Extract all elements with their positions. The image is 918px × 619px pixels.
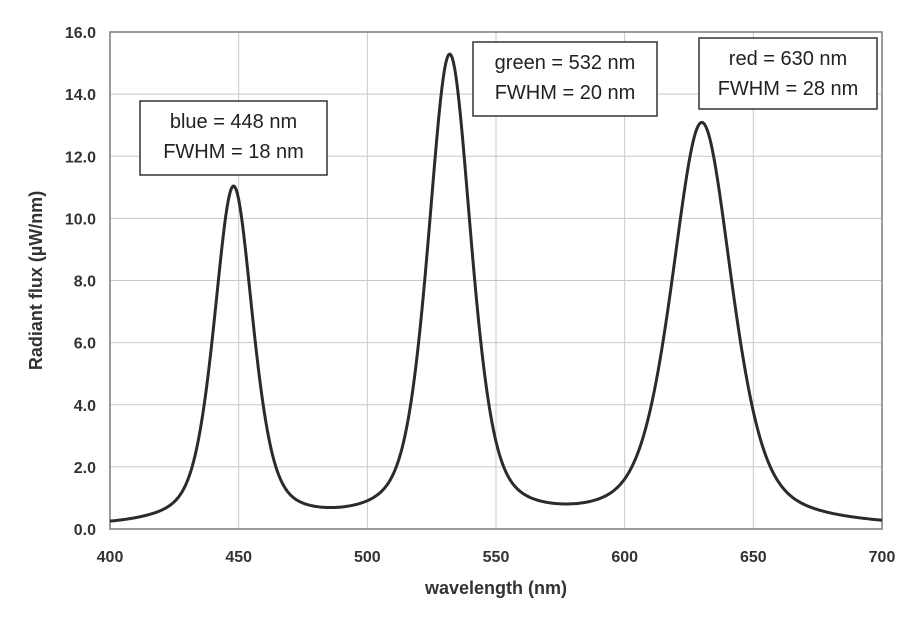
spectrum-line	[109, 52, 883, 523]
annotation-line: FWHM = 28 nm	[718, 78, 859, 100]
annotation-line: red = 630 nm	[729, 48, 847, 70]
x-axis-tick-labels: 400 450 500 550 600 650 700	[97, 549, 896, 566]
plot-area-border	[109, 31, 883, 530]
x-tick-label-400: 400	[97, 549, 124, 566]
x-tick-label-600: 600	[611, 549, 638, 566]
x-tick-label-450: 450	[225, 549, 252, 566]
y-tick-label-12.0: 12.0	[65, 149, 96, 166]
annotation-line: FWHM = 20 nm	[495, 82, 636, 104]
annotation-box-3: red = 630 nm FWHM = 28 nm	[698, 37, 878, 110]
annotation-line: blue = 448 nm	[170, 111, 297, 133]
x-tick-label-700: 700	[869, 549, 896, 566]
y-tick-label-16.0: 16.0	[65, 25, 96, 42]
annotation-frame	[698, 37, 878, 110]
y-axis-title: Radiant flux (µW/nm)	[26, 191, 46, 370]
annotation-frame	[472, 41, 658, 117]
annotation-box-1: blue = 448 nm FWHM = 18 nm	[139, 100, 328, 176]
peak-annotations: blue = 448 nm FWHM = 18 nm green = 532 nm F…	[139, 37, 878, 176]
x-tick-label-650: 650	[740, 549, 767, 566]
annotation-line: green = 532 nm	[495, 52, 636, 74]
x-tick-label-500: 500	[354, 549, 381, 566]
y-tick-label-8.0: 8.0	[74, 274, 96, 291]
y-tick-label-10.0: 10.0	[65, 211, 96, 228]
y-tick-label-4.0: 4.0	[74, 398, 96, 415]
annotation-box-2: green = 532 nm FWHM = 20 nm	[472, 41, 658, 117]
x-tick-label-550: 550	[483, 549, 510, 566]
y-tick-label-6.0: 6.0	[74, 336, 96, 353]
annotation-line: FWHM = 18 nm	[163, 141, 304, 163]
y-tick-label-0.0: 0.0	[74, 522, 96, 539]
y-tick-label-2.0: 2.0	[74, 460, 96, 477]
y-tick-label-14.0: 14.0	[65, 87, 96, 104]
x-axis-title: wavelength (nm)	[424, 578, 567, 598]
y-axis-tick-labels: 0.0 2.0 4.0 6.0 8.0 10.0 12.0 14.0 16.0	[65, 25, 96, 539]
annotation-frame	[139, 100, 328, 176]
